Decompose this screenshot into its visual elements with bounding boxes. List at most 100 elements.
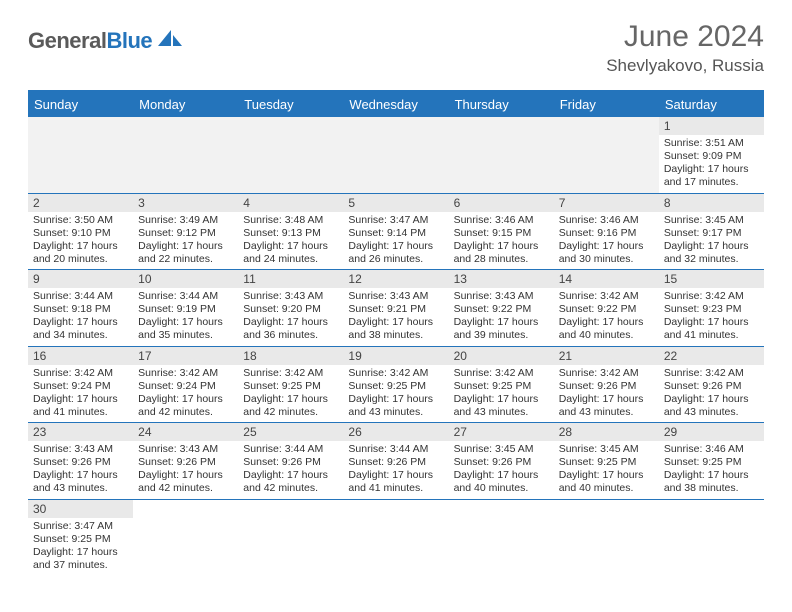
weekday-header: Friday bbox=[554, 91, 659, 117]
day-details: Sunrise: 3:42 AMSunset: 9:23 PMDaylight:… bbox=[659, 288, 764, 346]
calendar-day-cell: 10Sunrise: 3:44 AMSunset: 9:19 PMDayligh… bbox=[133, 270, 238, 347]
day-details: Sunrise: 3:42 AMSunset: 9:25 PMDaylight:… bbox=[449, 365, 554, 423]
calendar-day-cell: 29Sunrise: 3:46 AMSunset: 9:25 PMDayligh… bbox=[659, 423, 764, 500]
calendar-empty-cell bbox=[449, 117, 554, 193]
day-number: 18 bbox=[238, 347, 343, 365]
calendar-day-cell: 1Sunrise: 3:51 AMSunset: 9:09 PMDaylight… bbox=[659, 117, 764, 193]
day-details: Sunrise: 3:46 AMSunset: 9:16 PMDaylight:… bbox=[554, 212, 659, 270]
calendar-day-cell: 23Sunrise: 3:43 AMSunset: 9:26 PMDayligh… bbox=[28, 423, 133, 500]
day-number: 17 bbox=[133, 347, 238, 365]
day-number: 23 bbox=[28, 423, 133, 441]
calendar-day-cell: 30Sunrise: 3:47 AMSunset: 9:25 PMDayligh… bbox=[28, 499, 133, 575]
day-details: Sunrise: 3:44 AMSunset: 9:18 PMDaylight:… bbox=[28, 288, 133, 346]
day-number: 24 bbox=[133, 423, 238, 441]
day-number: 12 bbox=[343, 270, 448, 288]
day-details: Sunrise: 3:45 AMSunset: 9:26 PMDaylight:… bbox=[449, 441, 554, 499]
day-number: 20 bbox=[449, 347, 554, 365]
calendar-day-cell: 28Sunrise: 3:45 AMSunset: 9:25 PMDayligh… bbox=[554, 423, 659, 500]
calendar-day-cell: 19Sunrise: 3:42 AMSunset: 9:25 PMDayligh… bbox=[343, 346, 448, 423]
day-details: Sunrise: 3:46 AMSunset: 9:25 PMDaylight:… bbox=[659, 441, 764, 499]
day-number: 6 bbox=[449, 194, 554, 212]
day-details: Sunrise: 3:48 AMSunset: 9:13 PMDaylight:… bbox=[238, 212, 343, 270]
calendar-empty-cell bbox=[238, 117, 343, 193]
calendar-day-cell: 27Sunrise: 3:45 AMSunset: 9:26 PMDayligh… bbox=[449, 423, 554, 500]
day-number: 30 bbox=[28, 500, 133, 518]
calendar-day-cell: 20Sunrise: 3:42 AMSunset: 9:25 PMDayligh… bbox=[449, 346, 554, 423]
calendar-day-cell: 24Sunrise: 3:43 AMSunset: 9:26 PMDayligh… bbox=[133, 423, 238, 500]
day-details: Sunrise: 3:45 AMSunset: 9:17 PMDaylight:… bbox=[659, 212, 764, 270]
calendar-day-cell: 5Sunrise: 3:47 AMSunset: 9:14 PMDaylight… bbox=[343, 193, 448, 270]
day-details: Sunrise: 3:51 AMSunset: 9:09 PMDaylight:… bbox=[659, 135, 764, 193]
day-details: Sunrise: 3:44 AMSunset: 9:19 PMDaylight:… bbox=[133, 288, 238, 346]
calendar-empty-cell bbox=[659, 499, 764, 575]
calendar-empty-cell bbox=[238, 499, 343, 575]
day-number: 26 bbox=[343, 423, 448, 441]
calendar-day-cell: 2Sunrise: 3:50 AMSunset: 9:10 PMDaylight… bbox=[28, 193, 133, 270]
day-details: Sunrise: 3:44 AMSunset: 9:26 PMDaylight:… bbox=[343, 441, 448, 499]
day-details: Sunrise: 3:42 AMSunset: 9:25 PMDaylight:… bbox=[238, 365, 343, 423]
weekday-header: Sunday bbox=[28, 91, 133, 117]
calendar-day-cell: 25Sunrise: 3:44 AMSunset: 9:26 PMDayligh… bbox=[238, 423, 343, 500]
day-details: Sunrise: 3:50 AMSunset: 9:10 PMDaylight:… bbox=[28, 212, 133, 270]
day-details: Sunrise: 3:42 AMSunset: 9:26 PMDaylight:… bbox=[554, 365, 659, 423]
day-number: 15 bbox=[659, 270, 764, 288]
day-details: Sunrise: 3:43 AMSunset: 9:21 PMDaylight:… bbox=[343, 288, 448, 346]
calendar-empty-cell bbox=[343, 499, 448, 575]
day-details: Sunrise: 3:49 AMSunset: 9:12 PMDaylight:… bbox=[133, 212, 238, 270]
brand-part2: Blue bbox=[106, 28, 152, 53]
calendar-empty-cell bbox=[449, 499, 554, 575]
day-number: 7 bbox=[554, 194, 659, 212]
day-number: 27 bbox=[449, 423, 554, 441]
calendar-day-cell: 3Sunrise: 3:49 AMSunset: 9:12 PMDaylight… bbox=[133, 193, 238, 270]
day-number: 9 bbox=[28, 270, 133, 288]
day-number: 25 bbox=[238, 423, 343, 441]
calendar-table: SundayMondayTuesdayWednesdayThursdayFrid… bbox=[28, 90, 764, 575]
day-number: 8 bbox=[659, 194, 764, 212]
day-details: Sunrise: 3:43 AMSunset: 9:26 PMDaylight:… bbox=[133, 441, 238, 499]
location-subtitle: Shevlyakovo, Russia bbox=[606, 56, 764, 76]
day-details: Sunrise: 3:42 AMSunset: 9:24 PMDaylight:… bbox=[133, 365, 238, 423]
brand-part1: General bbox=[28, 28, 106, 53]
day-details: Sunrise: 3:42 AMSunset: 9:22 PMDaylight:… bbox=[554, 288, 659, 346]
day-details: Sunrise: 3:42 AMSunset: 9:26 PMDaylight:… bbox=[659, 365, 764, 423]
calendar-day-cell: 18Sunrise: 3:42 AMSunset: 9:25 PMDayligh… bbox=[238, 346, 343, 423]
calendar-day-cell: 21Sunrise: 3:42 AMSunset: 9:26 PMDayligh… bbox=[554, 346, 659, 423]
calendar-empty-cell bbox=[133, 117, 238, 193]
day-number: 19 bbox=[343, 347, 448, 365]
weekday-header: Tuesday bbox=[238, 91, 343, 117]
day-details: Sunrise: 3:42 AMSunset: 9:25 PMDaylight:… bbox=[343, 365, 448, 423]
calendar-day-cell: 8Sunrise: 3:45 AMSunset: 9:17 PMDaylight… bbox=[659, 193, 764, 270]
day-details: Sunrise: 3:47 AMSunset: 9:25 PMDaylight:… bbox=[28, 518, 133, 576]
weekday-header: Saturday bbox=[659, 91, 764, 117]
calendar-day-cell: 9Sunrise: 3:44 AMSunset: 9:18 PMDaylight… bbox=[28, 270, 133, 347]
day-details: Sunrise: 3:46 AMSunset: 9:15 PMDaylight:… bbox=[449, 212, 554, 270]
calendar-day-cell: 7Sunrise: 3:46 AMSunset: 9:16 PMDaylight… bbox=[554, 193, 659, 270]
day-number: 2 bbox=[28, 194, 133, 212]
calendar-day-cell: 15Sunrise: 3:42 AMSunset: 9:23 PMDayligh… bbox=[659, 270, 764, 347]
calendar-day-cell: 14Sunrise: 3:42 AMSunset: 9:22 PMDayligh… bbox=[554, 270, 659, 347]
day-number: 1 bbox=[659, 117, 764, 135]
day-number: 4 bbox=[238, 194, 343, 212]
weekday-header: Monday bbox=[133, 91, 238, 117]
day-details: Sunrise: 3:44 AMSunset: 9:26 PMDaylight:… bbox=[238, 441, 343, 499]
day-details: Sunrise: 3:45 AMSunset: 9:25 PMDaylight:… bbox=[554, 441, 659, 499]
page-title: June 2024 bbox=[606, 20, 764, 54]
day-number: 3 bbox=[133, 194, 238, 212]
calendar-empty-cell bbox=[28, 117, 133, 193]
calendar-day-cell: 26Sunrise: 3:44 AMSunset: 9:26 PMDayligh… bbox=[343, 423, 448, 500]
day-number: 14 bbox=[554, 270, 659, 288]
calendar-day-cell: 4Sunrise: 3:48 AMSunset: 9:13 PMDaylight… bbox=[238, 193, 343, 270]
calendar-empty-cell bbox=[133, 499, 238, 575]
day-details: Sunrise: 3:43 AMSunset: 9:26 PMDaylight:… bbox=[28, 441, 133, 499]
day-number: 16 bbox=[28, 347, 133, 365]
calendar-empty-cell bbox=[343, 117, 448, 193]
calendar-day-cell: 13Sunrise: 3:43 AMSunset: 9:22 PMDayligh… bbox=[449, 270, 554, 347]
calendar-empty-cell bbox=[554, 499, 659, 575]
day-number: 28 bbox=[554, 423, 659, 441]
calendar-day-cell: 16Sunrise: 3:42 AMSunset: 9:24 PMDayligh… bbox=[28, 346, 133, 423]
weekday-header-row: SundayMondayTuesdayWednesdayThursdayFrid… bbox=[28, 91, 764, 117]
day-details: Sunrise: 3:43 AMSunset: 9:20 PMDaylight:… bbox=[238, 288, 343, 346]
day-number: 22 bbox=[659, 347, 764, 365]
calendar-day-cell: 12Sunrise: 3:43 AMSunset: 9:21 PMDayligh… bbox=[343, 270, 448, 347]
day-number: 29 bbox=[659, 423, 764, 441]
